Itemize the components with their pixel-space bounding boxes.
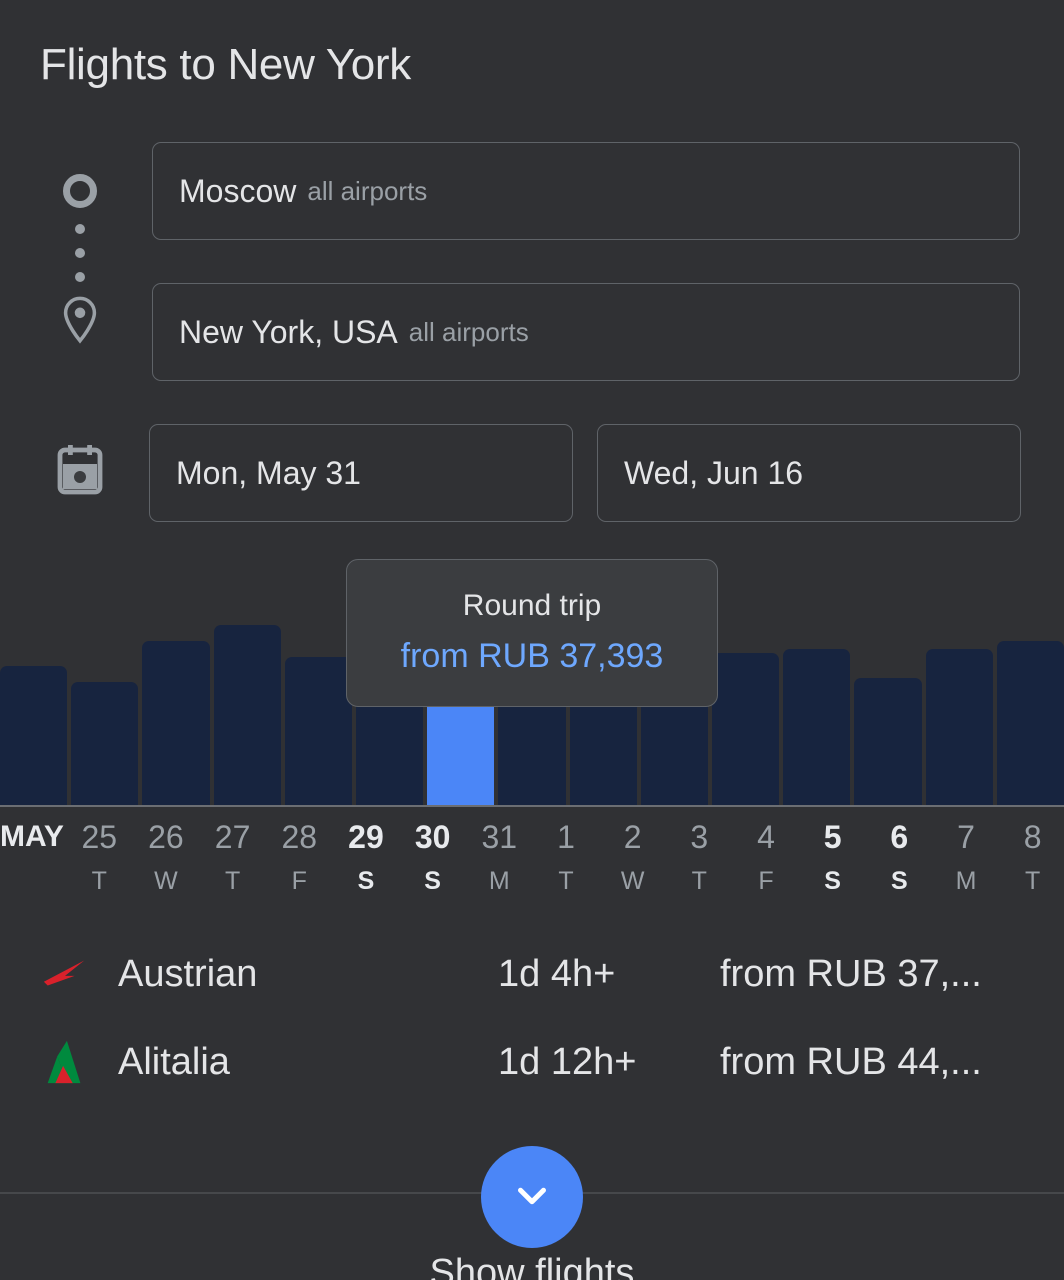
origin-input[interactable]: Moscow all airports xyxy=(152,142,1020,240)
map-pin-icon xyxy=(60,296,100,344)
axis-date-cell[interactable]: 31 M xyxy=(481,819,518,895)
price-bar[interactable] xyxy=(925,649,993,805)
page-title: Flights to New York xyxy=(40,40,411,89)
alitalia-logo xyxy=(38,1037,92,1087)
chart-axis-line xyxy=(0,805,1064,807)
price-bar[interactable] xyxy=(996,641,1064,805)
origin-qualifier: all airports xyxy=(307,175,428,206)
axis-date-cell[interactable]: 25 T xyxy=(81,819,118,895)
price-bar[interactable] xyxy=(213,624,281,805)
axis-date-cell[interactable]: 28 F xyxy=(281,819,318,895)
price-tooltip: Round trip from RUB 37,393 xyxy=(346,559,718,707)
airline-name: Austrian xyxy=(118,952,258,995)
price-bar-chart[interactable] xyxy=(0,600,1064,805)
return-date-value: Wed, Jun 16 xyxy=(624,454,804,491)
chart-bars xyxy=(0,600,1064,805)
price-bar[interactable] xyxy=(783,649,851,805)
airline-duration: 1d 12h+ xyxy=(498,1040,637,1083)
destination-city: New York, USA xyxy=(179,313,398,350)
axis-date-cell[interactable]: 29 S xyxy=(348,819,384,895)
axis-date-cell[interactable]: 26 W xyxy=(148,819,184,895)
date-axis: MAY 25 T 26 W 27 T 28 F 29 S 30 S 31 M 1 T 2 W 3 T 4 F 5 S 6 S 7 M 8 T xyxy=(0,814,1064,909)
austrian-airlines-logo xyxy=(38,949,92,999)
tooltip-price: from RUB 37,393 xyxy=(400,637,664,675)
airline-price: from RUB 44,... xyxy=(720,1040,982,1083)
price-bar[interactable] xyxy=(142,641,210,805)
price-bar[interactable] xyxy=(0,665,68,805)
airline-duration: 1d 4h+ xyxy=(498,952,616,995)
destination-input[interactable]: New York, USA all airports xyxy=(152,283,1020,381)
chevron-down-icon xyxy=(509,1172,555,1223)
origin-city: Moscow xyxy=(179,172,297,209)
destination-qualifier: all airports xyxy=(408,316,529,347)
depart-date-value: Mon, May 31 xyxy=(176,454,361,491)
axis-date-cell[interactable]: 30 S xyxy=(414,819,451,895)
circle-outline-icon xyxy=(63,174,97,208)
return-date-input[interactable]: Wed, Jun 16 xyxy=(597,424,1021,522)
axis-month-label: MAY xyxy=(0,820,64,853)
airline-list: Austrian 1d 4h+ from RUB 37,... Alitalia 1d … xyxy=(0,930,1064,1106)
airline-name: Alitalia xyxy=(118,1040,230,1083)
price-bar[interactable] xyxy=(712,653,780,805)
axis-date-cell[interactable]: 27 T xyxy=(214,819,251,895)
price-bar[interactable] xyxy=(71,682,139,805)
show-flights-label[interactable]: Show flights xyxy=(429,1252,635,1280)
airline-row[interactable]: Austrian 1d 4h+ from RUB 37,... xyxy=(0,930,1064,1018)
depart-date-input[interactable]: Mon, May 31 xyxy=(149,424,573,522)
expand-flights-button[interactable] xyxy=(481,1146,583,1248)
route-rail xyxy=(52,160,108,344)
airline-price: from RUB 37,... xyxy=(720,952,982,995)
tooltip-trip-type: Round trip xyxy=(462,589,602,622)
three-dots-icon xyxy=(75,224,85,282)
airline-row[interactable]: Alitalia 1d 12h+ from RUB 44,... xyxy=(0,1018,1064,1106)
calendar-icon xyxy=(54,442,106,502)
price-bar[interactable] xyxy=(854,677,922,805)
price-bar[interactable] xyxy=(284,657,353,805)
